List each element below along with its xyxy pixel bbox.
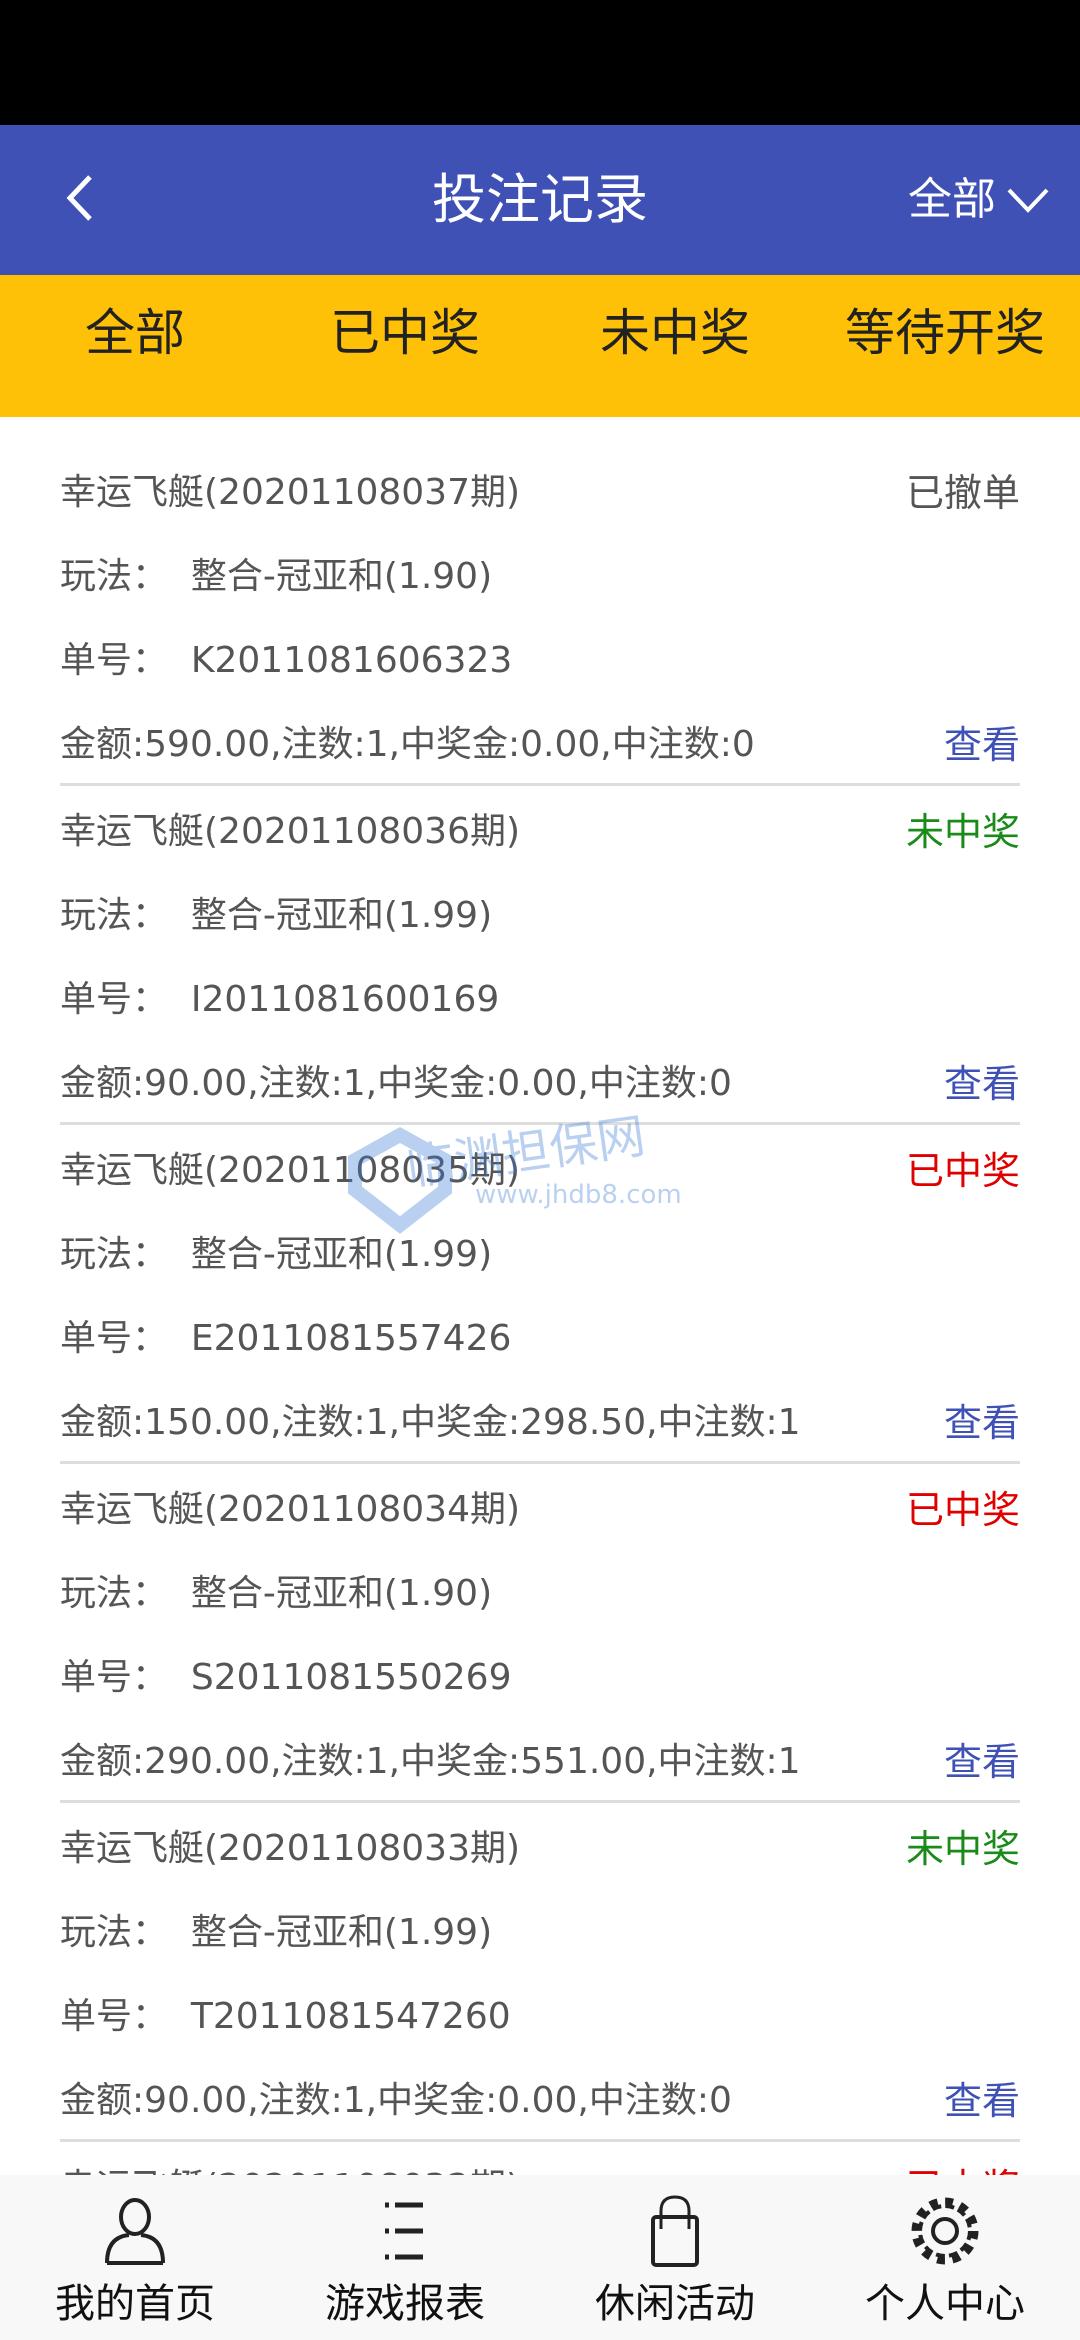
record-play: 玩法： 整合-冠亚和(1.90) [60,556,493,597]
bet-record: 幸运飞艇(20201108036期) 未中奖玩法： 整合-冠亚和(1.99) 单号：… [60,786,1020,1125]
view-link[interactable]: 查看 [943,722,1020,767]
view-link[interactable]: 查看 [943,1061,1020,1106]
gear-icon [911,2197,979,2265]
tab-lost[interactable]: 未中奖 [600,304,750,362]
bet-record: 幸运飞艇(20201108037期) 已撤单玩法： 整合-冠亚和(1.90) 单号：… [60,447,1020,786]
record-status: 未中奖 [905,1826,1020,1871]
nav-activities-label: 休闲活动 [595,2281,755,2327]
nav-home[interactable]: 我的首页 [0,2175,270,2340]
user-icon [105,2198,165,2265]
record-status: 已中奖 [905,1487,1020,1532]
view-link[interactable]: 查看 [943,1739,1020,1784]
record-title: 幸运飞艇(20201108037期) [60,472,521,513]
bet-record-list[interactable]: 幸运飞艇(20201108037期) 已撤单玩法： 整合-冠亚和(1.90) 单号：… [0,417,1080,2226]
record-title: 幸运飞艇(20201108035期) [60,1150,521,1191]
view-link[interactable]: 查看 [943,1400,1020,1445]
list-icon [385,2202,423,2260]
nav-profile-label: 个人中心 [865,2281,1025,2327]
bag-icon [651,2195,699,2267]
tab-all[interactable]: 全部 [85,304,185,362]
record-play: 玩法： 整合-冠亚和(1.99) [60,1912,493,1953]
bottom-nav: 我的首页 游戏报表 休闲活动 个人中心 [0,2175,1080,2340]
record-status: 未中奖 [905,809,1020,854]
nav-activities[interactable]: 休闲活动 [540,2175,810,2340]
record-order-no: 单号： T2011081547260 [60,1996,511,2037]
record-summary: 金额:590.00,注数:1,中奖金:0.00,中注数:0 [60,724,755,765]
record-order-no: 单号： I2011081600169 [60,979,500,1020]
nav-home-label: 我的首页 [55,2281,215,2327]
record-title: 幸运飞艇(20201108034期) [60,1489,521,1530]
nav-reports-label: 游戏报表 [325,2281,485,2327]
chevron-down-icon [1007,188,1049,213]
record-order-no: 单号： K2011081606323 [60,640,513,681]
filter-tabs: 全部 已中奖 未中奖 等待开奖 [0,275,1080,417]
view-link[interactable]: 查看 [943,2078,1020,2123]
bet-record: 幸运飞艇(20201108033期) 未中奖玩法： 整合-冠亚和(1.99) 单号：… [60,1803,1020,2142]
record-summary: 金额:90.00,注数:1,中奖金:0.00,中注数:0 [60,2080,732,2121]
nav-profile[interactable]: 个人中心 [810,2175,1080,2340]
tab-won[interactable]: 已中奖 [330,304,480,362]
record-play: 玩法： 整合-冠亚和(1.99) [60,895,493,936]
record-title: 幸运飞艇(20201108033期) [60,1828,521,1869]
record-summary: 金额:90.00,注数:1,中奖金:0.00,中注数:0 [60,1063,732,1104]
filter-dropdown[interactable]: 全部 [908,125,1050,275]
record-order-no: 单号： S2011081550269 [60,1657,512,1698]
record-summary: 金额:150.00,注数:1,中奖金:298.50,中注数:1 [60,1402,801,1443]
record-play: 玩法： 整合-冠亚和(1.99) [60,1234,493,1275]
record-summary: 金额:290.00,注数:1,中奖金:551.00,中注数:1 [60,1741,801,1782]
record-title: 幸运飞艇(20201108036期) [60,811,521,852]
page-title: 投注记录 [432,168,648,231]
bet-record: 幸运飞艇(20201108035期) 已中奖玩法： 整合-冠亚和(1.99) 单号：… [60,1125,1020,1464]
back-icon[interactable] [62,173,96,223]
tab-pending[interactable]: 等待开奖 [845,304,1045,362]
bet-record: 幸运飞艇(20201108034期) 已中奖玩法： 整合-冠亚和(1.90) 单号：… [60,1464,1020,1803]
header: 投注记录 全部 [0,125,1080,275]
nav-reports[interactable]: 游戏报表 [270,2175,540,2340]
record-status: 已撤单 [905,470,1020,515]
record-order-no: 单号： E2011081557426 [60,1318,512,1359]
record-status: 已中奖 [905,1148,1020,1193]
status-bar [0,0,1080,125]
filter-label: 全部 [908,174,996,225]
record-play: 玩法： 整合-冠亚和(1.90) [60,1573,493,1614]
